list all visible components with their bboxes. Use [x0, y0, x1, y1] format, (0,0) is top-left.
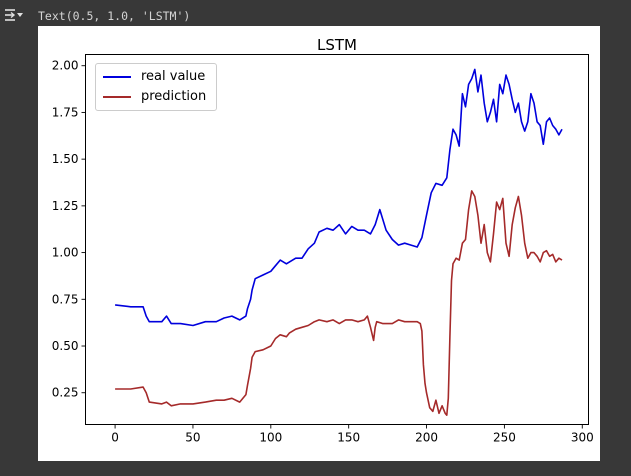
y-tick-label: 0.50	[52, 339, 79, 353]
y-tick-label: 1.75	[52, 105, 79, 119]
y-tick-label: 2.00	[52, 59, 79, 73]
x-tick-label: 250	[493, 431, 516, 445]
legend: real value prediction	[95, 63, 217, 111]
y-tick-label: 0.25	[52, 386, 79, 400]
x-tick-label: 150	[337, 431, 360, 445]
x-tick-label: 0	[111, 431, 119, 445]
legend-item-prediction: prediction	[103, 88, 213, 106]
legend-label-real-value: real value	[141, 69, 206, 84]
y-tick-label: 1.50	[52, 152, 79, 166]
y-tick-label: 1.25	[52, 199, 79, 213]
x-tick-label: 300	[571, 431, 594, 445]
legend-label-prediction: prediction	[141, 89, 207, 104]
legend-swatch-prediction	[103, 96, 131, 98]
y-tick-label: 0.75	[52, 292, 79, 306]
output-repr-text: Text(0.5, 1.0, 'LSTM')	[38, 9, 191, 23]
x-tick-label: 200	[415, 431, 438, 445]
cell-output-row: Text(0.5, 1.0, 'LSTM')	[0, 0, 631, 26]
lstm-line-chart: LSTM 0 50 100 150 200 250 300 0.25 0.50 0.75 1.00 1…	[52, 36, 594, 445]
x-tick-label: 100	[259, 431, 282, 445]
legend-item-real-value: real value	[103, 68, 213, 86]
y-tick-label: 1.00	[52, 246, 79, 260]
x-tick-label: 50	[185, 431, 200, 445]
output-expand-icon[interactable]	[2, 6, 24, 24]
chart-title: LSTM	[317, 36, 357, 54]
legend-swatch-real-value	[103, 76, 131, 78]
figure: LSTM 0 50 100 150 200 250 300 0.25 0.50 0.75 1.00 1…	[38, 26, 600, 461]
series-line-real-value	[115, 68, 563, 327]
plot-area-frame	[85, 54, 589, 425]
series-line-prediction	[115, 190, 563, 417]
